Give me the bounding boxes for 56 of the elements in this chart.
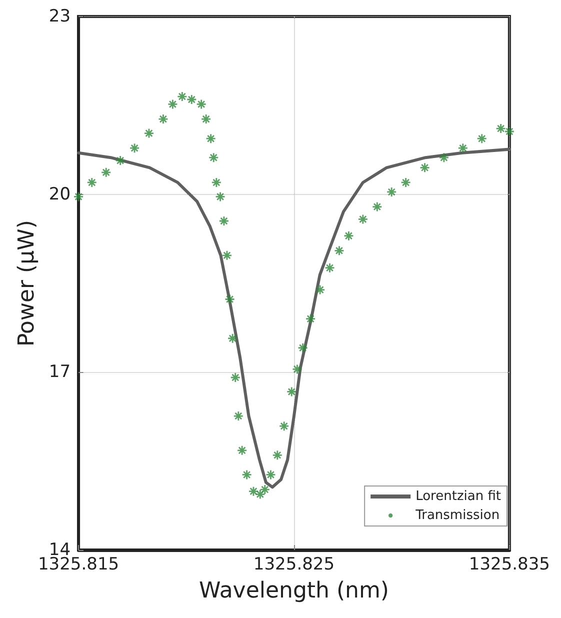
point (438, 152, 450, 163)
point (215, 192, 226, 202)
point (278, 420, 290, 432)
point (292, 364, 302, 374)
point (73, 192, 84, 202)
point (420, 162, 430, 173)
point (86, 177, 98, 188)
legend-label: Transmission (414, 508, 500, 523)
point (176, 91, 188, 102)
point (167, 99, 178, 110)
point (196, 99, 207, 110)
x-axis-title: Wavelength (nm) (198, 578, 390, 604)
point (200, 114, 212, 124)
y-tick-label: 17 (48, 362, 71, 382)
x-tick-label: 1325.835 (468, 554, 550, 574)
point (208, 152, 219, 163)
point (324, 262, 335, 274)
point (272, 450, 283, 460)
point (298, 342, 308, 354)
point (286, 386, 297, 397)
point (233, 410, 244, 422)
point (314, 284, 326, 295)
point (504, 126, 515, 137)
point (206, 133, 216, 144)
point (129, 142, 140, 154)
point (496, 123, 506, 134)
point (224, 294, 235, 304)
point (476, 133, 488, 144)
point (100, 167, 112, 178)
point (227, 333, 238, 344)
point (115, 155, 126, 166)
point (218, 216, 230, 226)
point (236, 445, 248, 456)
point (222, 250, 232, 261)
point (372, 202, 382, 212)
point (305, 314, 316, 324)
x-tick-label: 1325.825 (253, 554, 335, 574)
point (186, 94, 197, 105)
point (458, 142, 468, 154)
point (334, 245, 344, 256)
y-tick-label: 23 (48, 6, 71, 26)
point (242, 470, 252, 480)
point (230, 372, 241, 383)
point (144, 128, 154, 138)
point (344, 230, 354, 242)
point (386, 186, 397, 198)
y-axis-title: Power (μW) (14, 220, 40, 346)
point (400, 177, 412, 188)
point (266, 470, 276, 480)
point (358, 214, 368, 224)
legend-label: Lorentzian fit (416, 489, 501, 504)
point (211, 177, 222, 188)
point (248, 486, 259, 497)
point (158, 114, 168, 124)
y-tick-label: 20 (48, 184, 71, 204)
line-series (77, 148, 511, 489)
